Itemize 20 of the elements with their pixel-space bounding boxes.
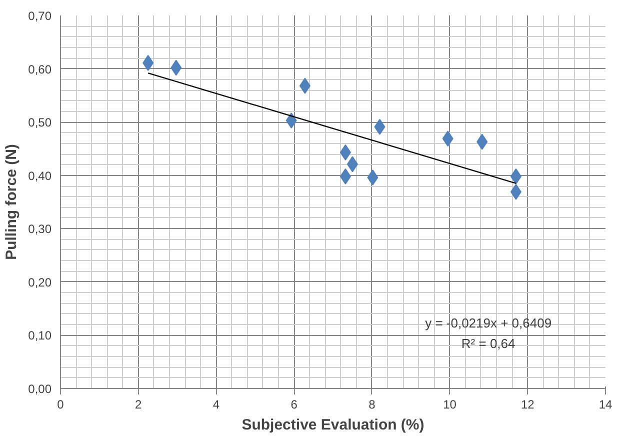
x-tick-label: 10: [443, 398, 457, 412]
y-tick-label: 0,10: [28, 328, 52, 343]
y-tick-label: 0,60: [28, 62, 52, 76]
y-tick-label: 0,00: [28, 382, 52, 396]
x-tick-label: 6: [290, 398, 298, 412]
y-axis-title: Pulling force (N): [3, 144, 20, 260]
annotation: y = -0,0219x + 0,6409: [425, 316, 552, 331]
x-tick-label: 4: [212, 398, 220, 412]
x-tick-label: 14: [598, 398, 612, 412]
y-tick-label: 0,30: [28, 222, 52, 236]
x-tick-label: 12: [520, 398, 535, 412]
y-tick-label: 0,40: [28, 168, 52, 183]
x-tick-label: 8: [368, 398, 376, 412]
y-tick-label: 0,70: [28, 9, 52, 23]
annotation: R² = 0,64: [461, 336, 516, 352]
y-tick-label: 0,20: [28, 275, 52, 290]
x-tick-label: 2: [135, 398, 142, 412]
y-tick-label: 0,50: [28, 116, 52, 130]
x-axis-title: Subjective Evaluation (%): [242, 416, 424, 434]
x-tick-label: 0: [57, 398, 64, 412]
